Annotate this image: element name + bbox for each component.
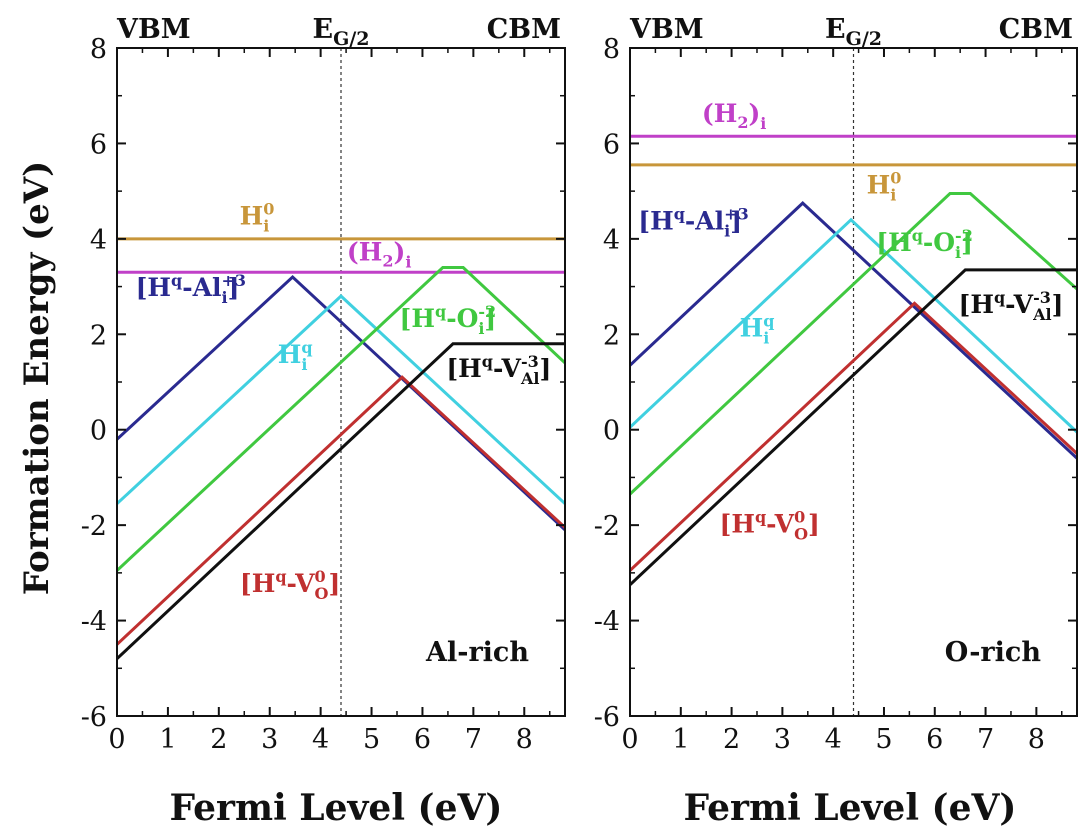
- series-H_i_q: [117, 294, 565, 505]
- series-H_V_Al: [630, 268, 1077, 586]
- y-tick-label: 6: [603, 129, 620, 160]
- series-H_O_i: [117, 266, 565, 572]
- label-H_i_q: Hq i: [278, 338, 313, 374]
- x-tick-label: 4: [825, 724, 842, 755]
- series-H_i_q: [630, 217, 1077, 434]
- x-tick-label: 2: [210, 724, 227, 755]
- cbm-label: CBM: [487, 14, 561, 45]
- label-H_O_i: [Hq-O-2 i]: [876, 226, 973, 262]
- panel-o-rich: -6 -4 -2 0 2 4 6 8 0 1 2 3 4 5 6 7 8 VBM CBM EG/2 O-rich (H2)…: [594, 14, 1078, 755]
- series-H_V_O: [117, 375, 565, 646]
- label-H_i_0: H0 i: [240, 200, 275, 236]
- y-tick-label: 6: [90, 129, 107, 160]
- x-tick-label: 2: [723, 724, 740, 755]
- y-tick-label: -4: [594, 607, 620, 638]
- y-tick-label: -2: [594, 511, 620, 542]
- y-tick-label: -2: [81, 511, 107, 542]
- label-H_i_0: H0 i: [867, 169, 902, 205]
- vbm-label: VBM: [116, 14, 191, 45]
- y-tick-label: -6: [81, 702, 107, 733]
- x-tick-label: 0: [621, 724, 638, 755]
- x-tick-label: 1: [159, 724, 176, 755]
- plot-frame: [629, 47, 1078, 717]
- x-tick-label: 6: [926, 724, 943, 755]
- label-H_V_O: [Hq-V0 O]: [240, 567, 340, 603]
- panel-condition-label: Al-rich: [425, 637, 529, 668]
- x-tick-label: 4: [312, 724, 329, 755]
- vbm-label: VBM: [629, 14, 704, 45]
- series-H_V_Al: [117, 342, 565, 660]
- x-tick-label: 1: [672, 724, 689, 755]
- y-tick-label: 0: [90, 416, 107, 447]
- series-H_V_O: [630, 301, 1077, 572]
- x-tick-label: 8: [1028, 724, 1045, 755]
- x-tick-label: 8: [516, 724, 533, 755]
- y-tick-label: 4: [603, 225, 620, 256]
- y-tick-label: -6: [594, 702, 620, 733]
- y-tick-label: 2: [603, 320, 620, 351]
- label-H2_i: (H2)i: [347, 237, 412, 271]
- label-H_O_i: [Hq-O-2 i]: [400, 302, 497, 338]
- x-tick-label: 7: [977, 724, 994, 755]
- x-tick-label: 3: [261, 724, 278, 755]
- x-axis-label-left: Fermi Level (eV): [170, 787, 503, 829]
- label-H_i_q: Hq i: [740, 312, 775, 348]
- y-tick-label: 8: [90, 34, 107, 65]
- y-tick-label: 0: [603, 416, 620, 447]
- panel-al-rich: -6 -4 -2 0 2 4 6 8 0 1 2 3 4 5 6 7 8 VBM CBM EG/2 Al-rich H0 i…: [81, 14, 566, 755]
- y-tick-label: -4: [81, 607, 107, 638]
- label-H_V_O: [Hq-V0 O]: [719, 507, 819, 543]
- label-H_V_Al: [Hq-V-3 Al]: [446, 352, 551, 388]
- label-H_Al_i: [Hq-Al+3 i]: [136, 271, 246, 307]
- x-tick-label: 3: [774, 724, 791, 755]
- y-tick-label: 2: [90, 320, 107, 351]
- x-axis-label-right: Fermi Level (eV): [684, 787, 1017, 829]
- y-axis-label: Formation Energy (eV): [17, 161, 57, 595]
- midgap-label: EG/2: [313, 14, 370, 50]
- label-H_Al_i: [Hq-Al+3 i]: [638, 204, 748, 240]
- y-tick-label: 8: [603, 34, 620, 65]
- series-H_Al_i: [630, 201, 1077, 460]
- label-H_V_Al: [Hq-V-3 Al]: [958, 288, 1063, 324]
- midgap-label: EG/2: [825, 14, 882, 50]
- label-H2_i: (H2)i: [702, 99, 767, 133]
- y-tick-label: 4: [90, 225, 107, 256]
- series-H_O_i: [630, 192, 1077, 496]
- x-tick-label: 5: [363, 724, 380, 755]
- x-tick-label: 0: [108, 724, 125, 755]
- cbm-label: CBM: [999, 14, 1073, 45]
- x-tick-label: 7: [465, 724, 482, 755]
- panel-condition-label: O-rich: [945, 637, 1042, 668]
- x-tick-label: 5: [875, 724, 892, 755]
- x-tick-label: 6: [414, 724, 431, 755]
